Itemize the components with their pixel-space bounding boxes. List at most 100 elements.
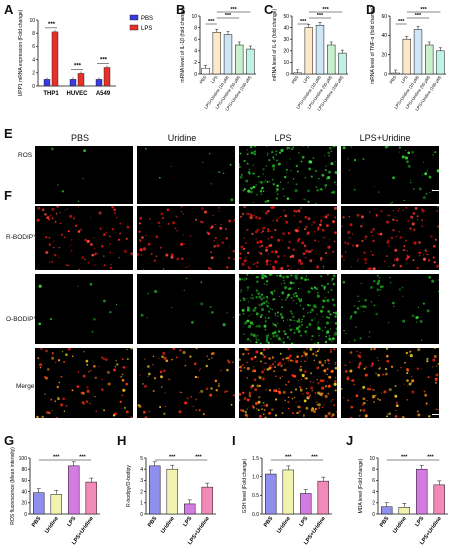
bar <box>212 31 221 75</box>
legend-label-pbs: PBS <box>141 16 153 22</box>
x-tick-label: A549 <box>96 91 111 97</box>
chart-a: 0 2 4 6 8 10 UPP1 mRNA expression (Fold change… <box>18 9 153 97</box>
sig-label: *** <box>169 455 176 461</box>
micrograph-dots <box>35 206 133 270</box>
bar <box>315 25 325 75</box>
bar <box>282 469 294 515</box>
micrograph-dots <box>342 274 439 343</box>
sig-label: *** <box>300 19 307 25</box>
sig-label: *** <box>420 7 427 13</box>
x-tick-label: PBS <box>389 75 398 85</box>
micrograph-dots <box>140 277 235 327</box>
scale-bar-e: 100μm <box>432 183 464 191</box>
bar <box>201 486 213 515</box>
y-tick-label: 40 <box>381 33 387 39</box>
y-tick-label: 30 <box>283 37 289 43</box>
y-axis-label: ROS fluorescence (Mean intensity) <box>10 447 16 525</box>
y-tick-label: 10 <box>191 14 197 20</box>
micrograph-dots <box>342 146 439 204</box>
sig-label: *** <box>79 455 86 461</box>
y-tick-label: 0 <box>372 512 375 518</box>
x-tick-label: PBS <box>147 515 159 528</box>
y-tick-label: 40 <box>283 25 289 31</box>
panel-letter-h: H <box>117 433 127 448</box>
bar <box>433 484 445 515</box>
x-tick-label: LPS <box>182 515 193 527</box>
x-tick-label: Uridine <box>44 516 60 535</box>
bar <box>166 468 178 515</box>
y-axis-label: R-bodipy/O-bodipy <box>126 465 132 507</box>
scale-bar-f: 100μm <box>432 407 464 415</box>
sig-label: *** <box>195 455 202 461</box>
micrograph-dots <box>239 348 337 418</box>
bar <box>398 507 410 515</box>
micrograph-green-2 <box>239 274 337 344</box>
chart-i: 0.0 0.5 1.0 1.5 GSH level (Fold change) PBS Ur… <box>242 455 332 546</box>
y-tick-label: 0 <box>194 72 197 78</box>
bar <box>68 465 80 515</box>
bar-pbs <box>69 79 77 87</box>
y-tick-label: 2 <box>194 60 197 66</box>
sig-label: *** <box>100 58 108 64</box>
scale-bar-line <box>432 190 464 191</box>
scale-bar-label: 100μm <box>445 183 464 189</box>
chart-b: 0 2 4 6 8 10 mRNA level of IL-1β (fold change)… <box>180 7 256 112</box>
panel-letter-e: E <box>4 126 13 141</box>
y-tick-label: 0 <box>384 72 387 78</box>
sig-label: *** <box>285 455 292 461</box>
sig-label: *** <box>415 13 422 19</box>
x-tick-label: LPS <box>400 75 409 85</box>
x-tick-label: LPS <box>302 75 311 85</box>
chart-j: 0 2 4 6 8 10 MDA level (Fold change) PBS Uridine… <box>358 455 448 546</box>
bar <box>149 465 161 515</box>
sig-label: *** <box>74 63 82 69</box>
row-label-merge: Merge <box>16 383 35 390</box>
y-tick-label: 8 <box>372 467 375 473</box>
micrograph-dots <box>137 348 235 418</box>
sig-label: *** <box>427 455 434 461</box>
micrograph-red-3 <box>341 206 439 270</box>
y-tick-label: 40 <box>21 489 27 495</box>
chart-d: 0 20 40 60 mRNA level of TNF-α (fold change)… <box>370 6 446 112</box>
micrograph-red-1 <box>137 206 235 270</box>
scale-bar-label: 100μm <box>445 407 464 413</box>
micrograph-dots <box>239 274 337 344</box>
bar <box>85 481 97 515</box>
row-label-r-bodipy: R-BODIPY <box>6 234 38 241</box>
col-header-lps-uridine: LPS+Uridine <box>359 133 411 143</box>
micrograph-merge-2 <box>239 348 337 418</box>
x-tick-label: LPS <box>66 515 77 527</box>
x-tick-label: PBS <box>291 75 300 85</box>
y-tick-label: 0 <box>140 512 143 518</box>
micrograph-dots <box>341 348 439 418</box>
x-tick-label: LPS <box>210 75 219 85</box>
bar-pbs <box>95 79 103 87</box>
x-tick-label: Uridine <box>276 516 292 535</box>
x-tick-label: PBS <box>379 515 391 528</box>
micrograph-green-3 <box>341 274 439 344</box>
panel-letter-b: B <box>176 2 186 17</box>
y-tick-label: 20 <box>283 49 289 55</box>
bar <box>265 473 277 515</box>
micrograph-dots <box>341 206 439 270</box>
bar <box>223 34 233 75</box>
micrograph-green-1 <box>137 274 235 344</box>
y-axis-label: mRNA level of IL-1β (fold change) <box>180 7 186 82</box>
bar <box>317 480 329 515</box>
x-tick-label: PBS <box>199 75 208 85</box>
bar-lps <box>77 73 85 87</box>
x-tick-label: PBS <box>263 515 275 528</box>
y-tick-label: 1.5 <box>252 456 259 462</box>
y-tick-label: 6 <box>372 478 375 484</box>
micrograph-dots <box>239 206 337 270</box>
col-header-uridine: Uridine <box>167 133 197 143</box>
bar <box>235 44 244 75</box>
micrograph-merge-1 <box>137 348 235 418</box>
x-tick-label: THP1 <box>43 91 59 97</box>
y-tick-label: 10 <box>369 456 375 462</box>
micrograph-dots <box>137 206 235 270</box>
y-tick-label: 20 <box>21 501 27 507</box>
panel-letter-g: G <box>4 433 15 448</box>
y-tick-label: 1 <box>140 501 143 507</box>
